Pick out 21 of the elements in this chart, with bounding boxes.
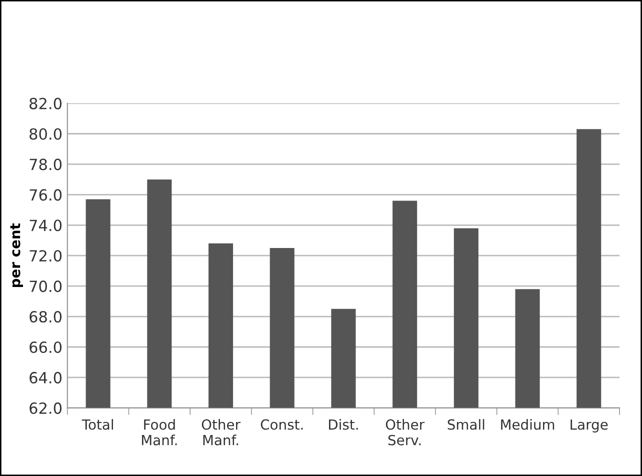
x-tick-label: Total [82,419,113,430]
y-tick-label: 68.0 [30,311,62,323]
x-tick-label: Dist. [329,419,358,430]
y-tick-label: 74.0 [30,220,62,232]
x-tick-label: Const. [260,419,303,430]
y-tick-label: 82.0 [30,98,62,110]
x-tick-label: Small [448,419,484,430]
y-tick-label: 80.0 [30,128,62,140]
y-tick-label: 72.0 [30,250,62,262]
x-tick-label: Other Manf. [202,419,240,446]
x-tick-label: Food Manf. [142,419,177,446]
x-tick-label: Other Serv. [386,419,425,446]
y-tick-label: 66.0 [30,341,62,354]
x-tick-label: Large [570,419,608,432]
y-tick-label: 62.0 [30,402,62,414]
y-tick-label: 64.0 [30,372,62,384]
y-axis-title: per cent [10,223,23,288]
x-tick-label: Medium [501,419,554,430]
y-tick-label: 70.0 [30,280,62,292]
y-tick-label: 76.0 [30,189,62,201]
y-tick-label: 78.0 [30,158,62,170]
